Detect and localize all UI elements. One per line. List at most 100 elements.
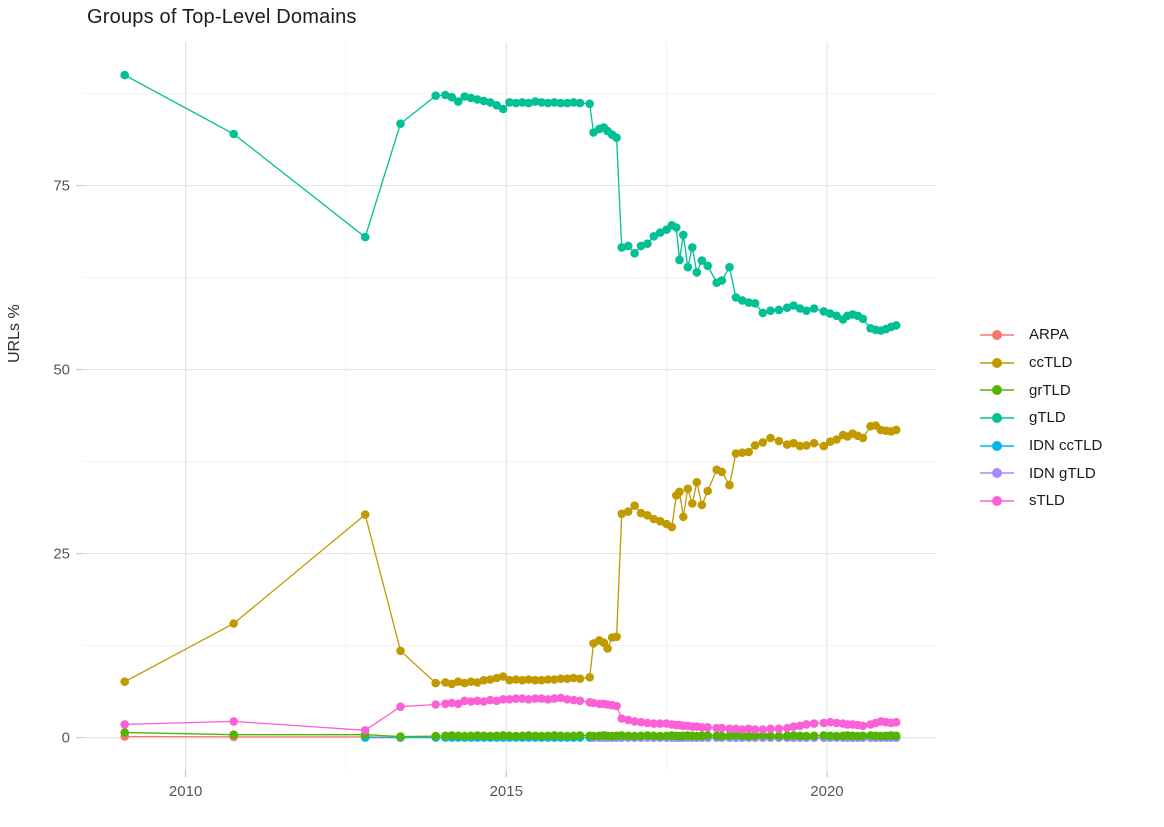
data-point bbox=[575, 674, 585, 683]
data-point bbox=[774, 436, 784, 446]
data-point bbox=[396, 732, 405, 741]
data-point bbox=[703, 723, 712, 732]
data-point bbox=[802, 441, 811, 450]
data-point bbox=[744, 731, 753, 741]
data-point bbox=[396, 119, 405, 128]
data-point bbox=[562, 695, 572, 704]
data-point bbox=[441, 731, 450, 741]
legend-item-cctld: ccTLD bbox=[979, 349, 1102, 377]
data-point bbox=[505, 731, 514, 741]
legend-item-idn-gtld: IDN gTLD bbox=[979, 459, 1102, 487]
data-point bbox=[543, 731, 553, 741]
data-point bbox=[473, 731, 482, 740]
data-point bbox=[675, 487, 684, 497]
legend-label: gTLD bbox=[1029, 409, 1066, 427]
data-point bbox=[486, 731, 495, 741]
data-point bbox=[460, 731, 469, 741]
data-point bbox=[774, 724, 784, 734]
data-point bbox=[518, 731, 527, 741]
x-tick-label: 2010 bbox=[169, 783, 202, 800]
data-point bbox=[750, 725, 760, 734]
data-point bbox=[795, 721, 805, 731]
data-point bbox=[782, 731, 792, 741]
data-point bbox=[460, 678, 469, 688]
data-point bbox=[725, 262, 734, 272]
series-line bbox=[124, 424, 897, 685]
data-point bbox=[612, 632, 621, 642]
legend-label: sTLD bbox=[1029, 492, 1065, 510]
legend-item-grtld: grTLD bbox=[979, 376, 1102, 404]
data-point bbox=[505, 675, 514, 685]
data-point bbox=[511, 675, 521, 684]
data-point bbox=[431, 91, 441, 100]
data-point bbox=[655, 731, 665, 741]
data-point bbox=[511, 98, 521, 108]
data-point bbox=[782, 723, 792, 733]
data-point bbox=[750, 731, 760, 741]
series-gtld bbox=[120, 70, 901, 335]
data-point bbox=[795, 731, 805, 741]
data-point bbox=[229, 717, 238, 726]
data-point bbox=[717, 723, 727, 733]
data-point bbox=[782, 440, 792, 449]
data-point bbox=[603, 644, 612, 653]
data-point bbox=[479, 675, 489, 685]
legend-key-icon bbox=[980, 357, 1014, 368]
data-point bbox=[717, 731, 727, 741]
data-point bbox=[802, 306, 811, 316]
data-point bbox=[758, 725, 768, 734]
data-point bbox=[832, 718, 841, 728]
data-point bbox=[396, 702, 405, 711]
legend-key-point bbox=[992, 495, 1002, 506]
data-point bbox=[766, 731, 775, 741]
data-point bbox=[524, 695, 533, 704]
data-point bbox=[636, 731, 646, 741]
data-point bbox=[518, 675, 527, 685]
data-point bbox=[630, 501, 639, 511]
data-point bbox=[447, 731, 457, 740]
data-point bbox=[575, 98, 585, 108]
y-tick-label: 25 bbox=[53, 546, 70, 563]
data-point bbox=[758, 731, 768, 740]
data-point bbox=[447, 698, 457, 708]
data-point bbox=[825, 731, 835, 741]
data-point bbox=[891, 321, 901, 330]
legend-key-point bbox=[992, 385, 1002, 396]
data-point bbox=[858, 731, 868, 741]
data-point bbox=[655, 516, 665, 526]
data-point bbox=[453, 699, 463, 709]
data-point bbox=[891, 717, 901, 727]
data-point bbox=[858, 721, 868, 731]
data-point bbox=[492, 101, 502, 110]
data-point bbox=[832, 435, 841, 444]
data-point bbox=[524, 675, 533, 684]
data-point bbox=[120, 70, 129, 80]
data-point bbox=[120, 728, 129, 737]
data-point bbox=[537, 675, 546, 685]
data-point bbox=[498, 695, 508, 704]
data-point bbox=[675, 255, 684, 265]
data-point bbox=[543, 675, 553, 684]
data-point bbox=[703, 261, 712, 271]
legend-key-icon bbox=[980, 329, 1014, 340]
data-point bbox=[360, 510, 370, 519]
data-point bbox=[802, 731, 811, 741]
data-point bbox=[688, 243, 697, 252]
data-point bbox=[460, 92, 469, 101]
data-point bbox=[789, 301, 798, 310]
series-grtld bbox=[120, 728, 901, 741]
data-point bbox=[466, 697, 476, 706]
data-point bbox=[692, 268, 702, 277]
data-point bbox=[630, 717, 639, 726]
data-point bbox=[649, 719, 659, 728]
data-point bbox=[725, 724, 734, 734]
data-point bbox=[569, 673, 578, 683]
data-point bbox=[498, 731, 508, 740]
data-point bbox=[623, 731, 633, 741]
data-point bbox=[550, 98, 559, 107]
data-point bbox=[530, 675, 540, 685]
data-point bbox=[431, 731, 441, 741]
data-point bbox=[679, 230, 688, 240]
data-point bbox=[643, 718, 652, 728]
legend-key-point bbox=[992, 440, 1002, 451]
